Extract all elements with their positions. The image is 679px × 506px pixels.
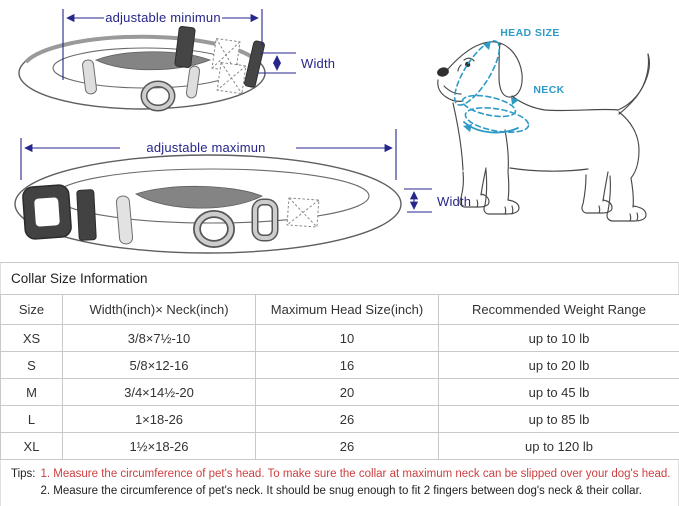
table-row: XS 3/8×7½-10 10 up to 10 lb [0,324,679,352]
weight-cell: up to 10 lb [438,324,679,352]
collar-size-info-section: Collar Size Information Size Width(inch)… [0,262,679,506]
slider [76,189,97,241]
square-ring [251,198,279,242]
width-neck-cell: 3/4×14½-20 [62,378,256,406]
head-size-label: HEAD SIZE [500,27,560,39]
width-neck-cell: 3/8×7½-10 [62,324,256,352]
measure-arrow [511,97,519,105]
adjustable-maximum-label: adjustable maximun [146,140,265,155]
tips-label: Tips: [11,468,36,480]
tip-2: 2. Measure the circumference of pet's ne… [40,485,642,497]
buckle [174,26,196,68]
width-label-max: Width [437,194,471,209]
size-cell: XS [0,324,63,352]
measure-arrow [483,41,491,50]
width-neck-cell: 5/8×12-16 [62,351,256,379]
buckle [22,184,72,240]
stitch-box [211,37,241,73]
weight-cell: up to 120 lb [438,432,679,460]
adjustable-minimum-label: adjustable minimun [105,10,221,25]
slider [244,40,265,88]
weight-cell: up to 85 lb [438,405,679,433]
d-ring [193,210,235,248]
tips-body: 1. Measure the circumference of pet's he… [41,466,671,500]
size-cell: XL [0,432,63,460]
width-neck-cell: 1×18-26 [62,405,256,433]
size-cell: M [0,378,63,406]
table-row: L 1×18-26 26 up to 85 lb [0,405,679,433]
weight-cell: up to 45 lb [438,378,679,406]
collar-max-diagram: adjustable maximun Width [14,129,471,254]
width-annotation-max: Width [404,188,471,213]
table-row: S 5/8×12-16 16 up to 20 lb [0,351,679,379]
head-size-cell: 20 [255,378,439,406]
width-annotation-min: Width [258,52,335,74]
head-measure-loop [453,40,501,106]
col-header-head-size: Maximum Head Size(inch) [255,294,439,325]
dimension-min: adjustable minimun [62,9,263,80]
weight-cell: up to 20 lb [438,351,679,379]
col-header-weight: Recommended Weight Range [438,294,679,325]
head-size-cell: 16 [255,351,439,379]
col-header-size: Size [0,294,63,325]
stitch-box [216,61,247,95]
d-ring [140,80,176,112]
table-header-row: Size Width(inch)× Neck(inch) Maximum Hea… [0,294,679,325]
size-cell: S [0,351,63,379]
diagram-area: adjustable minimun Width [14,9,650,254]
head-size-cell: 26 [255,405,439,433]
size-cell: L [0,405,63,433]
col-header-width-neck: Width(inch)× Neck(inch) [62,294,256,325]
collar-min-diagram: adjustable minimun Width [18,9,335,112]
stitch-box [286,197,320,228]
neck-measure-loop-lower [464,107,530,133]
tip-1: 1. Measure the circumference of pet's he… [40,468,671,480]
size-table: Size Width(inch)× Neck(inch) Maximum Hea… [0,294,679,460]
collar-pad [135,185,263,209]
dog-nose [437,67,449,77]
measure-arrow [463,124,472,132]
dimension-max: adjustable maximun [20,129,397,180]
neck-measure-loop-upper [461,94,517,118]
table-row: M 3/4×14½-20 20 up to 45 lb [0,378,679,406]
table-title: Collar Size Information [0,262,679,294]
width-neck-cell: 1½×18-26 [62,432,256,460]
neck-label: NECK [533,84,564,96]
tips-section: Tips: 1. Measure the circumference of pe… [0,460,679,506]
head-size-cell: 10 [255,324,439,352]
head-size-cell: 26 [255,432,439,460]
dog-illustration: HEAD SIZE NECK [437,27,650,222]
width-label-min: Width [301,56,335,71]
table-row: XL 1½×18-26 26 up to 120 lb [0,432,679,460]
